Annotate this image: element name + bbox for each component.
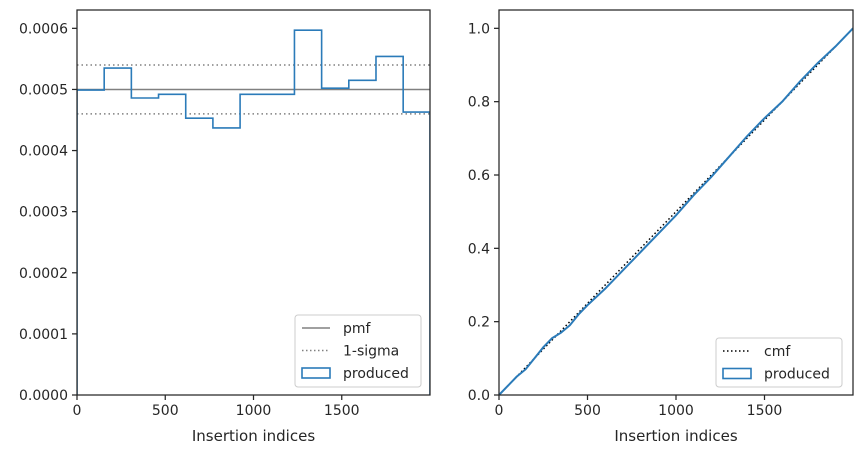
y-tick-label: 0.0002 [19, 266, 68, 282]
x-tick-label: 0 [73, 403, 82, 419]
y-tick-label: 0.0001 [19, 327, 68, 343]
legend-handle-produced [301, 367, 331, 379]
y-tick-label: 1.0 [468, 21, 490, 37]
x-tick-label: 500 [152, 403, 179, 419]
plot-area [499, 27, 853, 395]
legend-label: produced [764, 367, 830, 383]
y-tick-label: 0.0 [468, 388, 490, 404]
legend-label: 1-sigma [343, 344, 399, 360]
y-tick-label: 0.4 [468, 241, 490, 257]
x-tick-label: 500 [574, 403, 601, 419]
produced-step [77, 29, 430, 395]
y-tick-label: 0.0006 [19, 21, 68, 37]
legend-handle-produced [722, 367, 752, 380]
y-tick-label: 0.2 [468, 315, 490, 331]
cmf-chart: 0 500 1000 1500 0.0 0.2 0.4 0.6 0.8 1.0 Insertion … [468, 9, 854, 445]
x-tick-label: 1000 [236, 403, 272, 419]
x-tick-label: 0 [495, 403, 504, 419]
x-tick-label: 1500 [747, 403, 783, 419]
y-tick-label: 0.8 [468, 95, 490, 111]
y-tick-label: 0.0004 [19, 144, 68, 160]
y-tick-label: 0.0005 [19, 82, 68, 98]
x-tick-label: 1500 [324, 403, 360, 419]
legend: pmf 1-sigma produced [294, 314, 422, 388]
plot-area [77, 29, 430, 395]
y-tick-label: 0.6 [468, 168, 490, 184]
pmf-histogram-chart: 0 500 1000 1500 0.0000 0.0001 0.0002 0.0003 0.00… [19, 9, 431, 445]
legend: cmf produced [715, 337, 843, 388]
produced-cumulative-line [499, 27, 853, 395]
y-tick-label: 0.0000 [19, 388, 68, 404]
y-tick-label: 0.0003 [19, 205, 68, 221]
legend-label: cmf [764, 344, 791, 360]
legend-label: pmf [343, 321, 372, 337]
x-axis-label: Insertion indices [192, 427, 315, 445]
x-tick-label: 1000 [658, 403, 694, 419]
legend-label: produced [343, 366, 409, 382]
x-axis-label: Insertion indices [614, 427, 737, 445]
